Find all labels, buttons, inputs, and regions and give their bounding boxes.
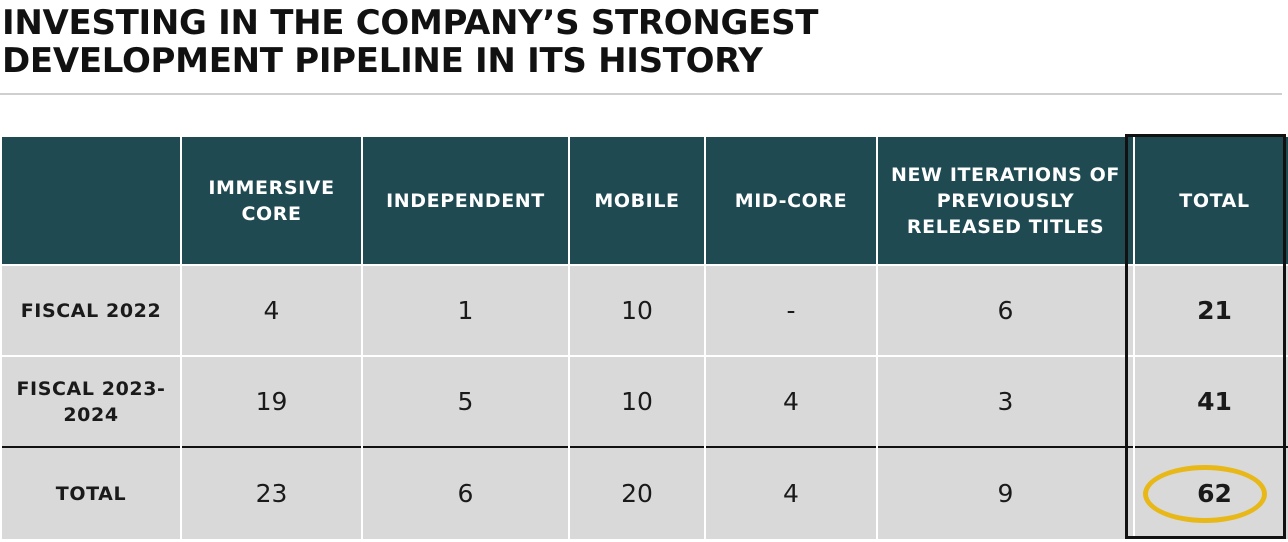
header-immersive-core: IMMERSIVE CORE	[182, 137, 361, 264]
table-cell: 4	[706, 446, 876, 539]
table-cell: 4	[182, 264, 361, 355]
row-label-fiscal-2023-2024: FISCAL 2023-2024	[2, 355, 180, 446]
table-cell: 4	[706, 355, 876, 446]
table-cell: 20	[570, 446, 704, 539]
page-title: INVESTING IN THE COMPANY’S STRONGEST DEV…	[2, 4, 818, 80]
page-title-line-1: INVESTING IN THE COMPANY’S STRONGEST	[2, 3, 819, 43]
table-cell: 6	[363, 446, 568, 539]
header-empty-cell	[2, 137, 180, 264]
header-mid-core: MID-CORE	[706, 137, 876, 264]
row-total-cell: 21	[1135, 264, 1288, 355]
row-total-cell: 41	[1135, 355, 1288, 446]
table-cell: 3	[878, 355, 1133, 446]
table-cell: 10	[570, 355, 704, 446]
page-title-line-2: DEVELOPMENT PIPELINE IN ITS HISTORY	[2, 41, 763, 81]
title-divider	[0, 93, 1282, 95]
table-cell: 5	[363, 355, 568, 446]
table-cell: 10	[570, 264, 704, 355]
row-label-fiscal-2022: FISCAL 2022	[2, 264, 180, 355]
table-cell: 23	[182, 446, 361, 539]
grand-total-cell: 62	[1135, 446, 1288, 539]
header-independent: INDEPENDENT	[363, 137, 568, 264]
table-cell: 6	[878, 264, 1133, 355]
row-label-total: TOTAL	[2, 446, 180, 539]
table-cell: 19	[182, 355, 361, 446]
table-cell: 1	[363, 264, 568, 355]
header-new-iterations: NEW ITERATIONS OF PREVIOUSLY RELEASED TI…	[878, 137, 1133, 264]
pipeline-table: IMMERSIVE CORE INDEPENDENT MOBILE MID-CO…	[2, 137, 1288, 539]
table-cell: -	[706, 264, 876, 355]
header-total: TOTAL	[1135, 137, 1288, 264]
table-cell: 9	[878, 446, 1133, 539]
header-mobile: MOBILE	[570, 137, 704, 264]
